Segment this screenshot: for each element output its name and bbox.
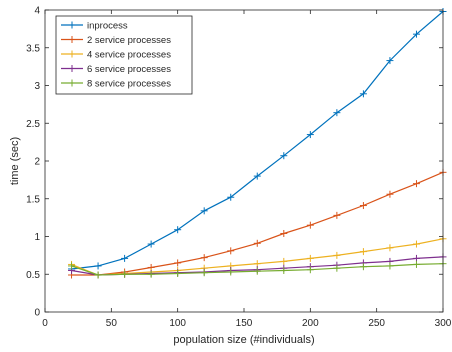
y-tick-label: 3 [34,81,40,92]
data-point [280,229,288,237]
data-point [412,180,420,188]
legend-item: 6 service processes [61,64,171,75]
x-tick-label: 0 [42,318,48,329]
x-tick-label: 200 [302,318,319,329]
data-point [280,152,288,160]
data-point [200,269,208,277]
y-tick-label: 2.5 [26,119,40,130]
data-point [306,254,314,262]
legend-label: 2 service processes [87,35,171,46]
data-point [253,260,261,268]
legend-label: 6 service processes [87,64,171,75]
data-point [253,239,261,247]
tick-layer: 0 50 100 150 200 250 300 0 0.5 1 1.5 2 2.5 3 3.5 4 [26,6,452,330]
y-tick-label: 4 [34,6,40,17]
data-point [386,244,394,252]
series-layer [68,8,447,279]
y-tick-label: 0.5 [26,270,40,281]
series-5 [68,260,447,279]
data-point [121,254,129,262]
legend-label: inprocess [87,21,128,32]
y-tick-label: 0 [34,308,40,319]
data-point [94,262,102,270]
data-point [174,226,182,234]
data-point [200,207,208,215]
data-point [412,30,420,38]
data-point [359,202,367,210]
data-point [306,266,314,274]
data-point [94,271,102,279]
x-tick-label: 300 [435,318,452,329]
legend-item: 2 service processes [61,35,171,46]
data-point [333,264,341,272]
data-point [386,190,394,198]
data-point [174,259,182,267]
data-point [412,240,420,248]
legend-label: 8 service processes [87,79,171,90]
data-point [412,254,420,262]
data-point [386,262,394,270]
data-point [227,247,235,255]
x-tick-label: 50 [106,318,118,329]
legend-box [55,15,193,95]
legend-label: 4 service processes [87,50,171,61]
data-point [280,266,288,274]
y-tick-label: 3.5 [26,43,40,54]
x-tick-label: 150 [236,318,253,329]
x-axis-label: population size (#individuals) [173,334,314,346]
y-axis-label: time (sec) [9,137,21,185]
data-point [412,260,420,268]
data-point [280,257,288,265]
x-tick-label: 100 [169,318,186,329]
legend-item: 8 service processes [61,79,171,90]
data-point [333,211,341,219]
data-point [306,221,314,229]
data-point [200,254,208,262]
data-point [227,268,235,276]
data-point [359,263,367,271]
data-point [333,251,341,259]
data-point [306,131,314,139]
data-point [147,270,155,278]
data-point [386,57,394,65]
legend-item: 4 service processes [61,50,171,61]
data-point [147,240,155,248]
data-point [359,90,367,98]
y-tick-label: 1 [34,232,40,243]
x-tick-label: 250 [368,318,385,329]
data-point [359,248,367,256]
data-point [68,262,76,270]
y-tick-label: 2 [34,157,40,168]
legend-item: inprocess [61,21,128,32]
data-point [253,172,261,180]
data-point [227,193,235,201]
data-point [121,270,129,278]
data-point [253,267,261,275]
legend: inprocess 2 service processes 4 service pr… [55,15,193,95]
data-point [333,109,341,117]
data-point [174,269,182,277]
y-tick-label: 1.5 [26,194,40,205]
